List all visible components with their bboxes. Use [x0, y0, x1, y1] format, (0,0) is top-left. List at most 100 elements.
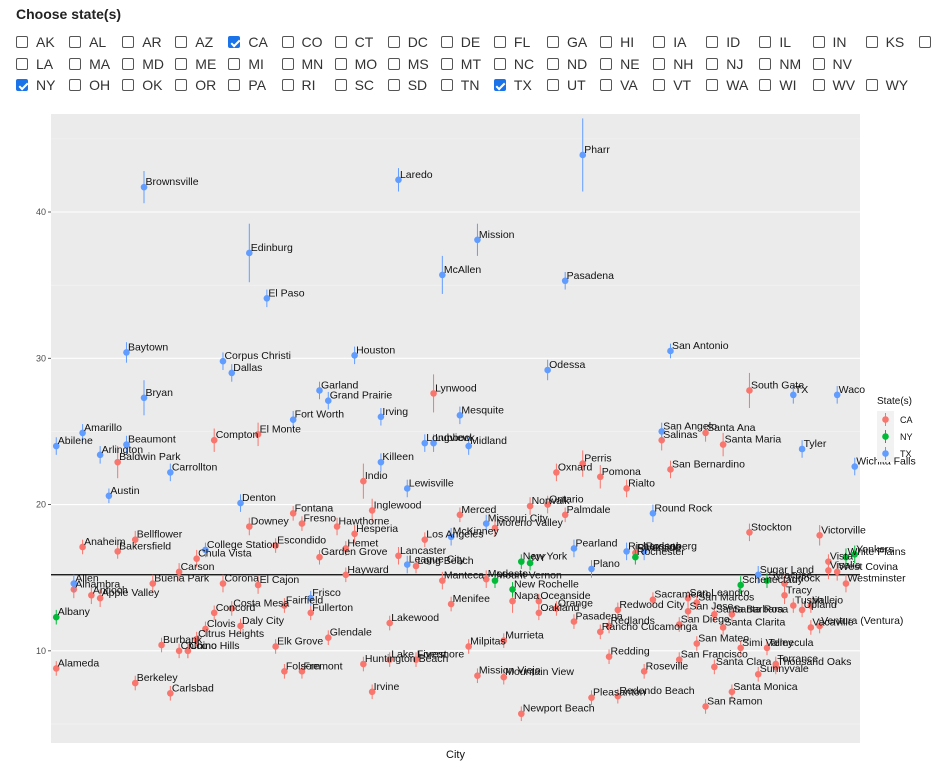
- state-option-wi[interactable]: WI: [759, 75, 797, 95]
- checkbox-la[interactable]: [16, 58, 28, 70]
- checkbox-ne[interactable]: [600, 58, 613, 70]
- state-option-dc[interactable]: DC: [387, 32, 428, 52]
- state-option-ma[interactable]: MA: [69, 54, 110, 74]
- state-option-co[interactable]: CO: [281, 32, 323, 52]
- state-option-ak[interactable]: AK: [16, 32, 55, 52]
- checkbox-mo[interactable]: [334, 58, 347, 70]
- state-option-ga[interactable]: GA: [547, 32, 587, 52]
- checkbox-ok[interactable]: [122, 79, 135, 91]
- checkbox-sc[interactable]: [334, 79, 347, 91]
- checkbox-de[interactable]: [440, 36, 453, 48]
- state-option-va[interactable]: VA: [600, 75, 638, 95]
- state-option-nv[interactable]: NV: [812, 54, 852, 74]
- checkbox-wa[interactable]: [706, 79, 719, 91]
- state-option-nd[interactable]: ND: [547, 54, 587, 74]
- state-option-me[interactable]: ME: [175, 54, 216, 74]
- state-option-ri[interactable]: RI: [281, 75, 316, 95]
- state-option-fl[interactable]: FL: [493, 32, 530, 52]
- checkbox-ca[interactable]: [228, 36, 241, 48]
- checkbox-mi[interactable]: [228, 58, 241, 70]
- checkbox-mn[interactable]: [281, 58, 294, 70]
- checkbox-dc[interactable]: [387, 36, 400, 48]
- state-option-ia[interactable]: IA: [653, 32, 686, 52]
- state-option-ca[interactable]: CA: [228, 32, 268, 52]
- state-option-pa[interactable]: PA: [228, 75, 266, 95]
- state-option-ok[interactable]: OK: [122, 75, 162, 95]
- checkbox-ms[interactable]: [387, 58, 400, 70]
- state-option-ne[interactable]: NE: [600, 54, 640, 74]
- checkbox-vt[interactable]: [653, 79, 666, 91]
- checkbox-in[interactable]: [812, 36, 825, 48]
- state-option-mi[interactable]: MI: [228, 54, 264, 74]
- state-option-de[interactable]: DE: [440, 32, 480, 52]
- checkbox-nv[interactable]: [812, 58, 825, 70]
- checkbox-nj[interactable]: [706, 58, 719, 70]
- checkbox-hi[interactable]: [600, 36, 613, 48]
- state-option-ms[interactable]: MS: [387, 54, 429, 74]
- state-option-wy[interactable]: WY: [865, 75, 908, 95]
- state-option-az[interactable]: AZ: [175, 32, 213, 52]
- state-option-or[interactable]: OR: [175, 75, 216, 95]
- checkbox-nh[interactable]: [653, 58, 666, 70]
- state-option-nm[interactable]: NM: [759, 54, 801, 74]
- checkbox-wi[interactable]: [759, 79, 772, 91]
- state-option-sd[interactable]: SD: [387, 75, 427, 95]
- state-option-ut[interactable]: UT: [547, 75, 586, 95]
- checkbox-fl[interactable]: [493, 36, 506, 48]
- state-option-ct[interactable]: CT: [334, 32, 373, 52]
- checkbox-ny[interactable]: [16, 79, 28, 91]
- state-option-hi[interactable]: HI: [600, 32, 634, 52]
- state-option-in[interactable]: IN: [812, 32, 847, 52]
- checkbox-ar[interactable]: [122, 36, 135, 48]
- state-option-la[interactable]: LA: [16, 54, 53, 74]
- state-option-ky[interactable]: KY: [918, 32, 934, 52]
- checkbox-me[interactable]: [175, 58, 188, 70]
- checkbox-va[interactable]: [600, 79, 613, 91]
- checkbox-tx[interactable]: [493, 79, 506, 91]
- checkbox-oh[interactable]: [69, 79, 82, 91]
- checkbox-ks[interactable]: [865, 36, 878, 48]
- state-option-vt[interactable]: VT: [653, 75, 691, 95]
- state-option-nj[interactable]: NJ: [706, 54, 743, 74]
- checkbox-wy[interactable]: [865, 79, 878, 91]
- checkbox-co[interactable]: [281, 36, 294, 48]
- checkbox-al[interactable]: [69, 36, 82, 48]
- state-option-oh[interactable]: OH: [69, 75, 110, 95]
- state-option-ar[interactable]: AR: [122, 32, 162, 52]
- state-option-mt[interactable]: MT: [440, 54, 481, 74]
- state-option-md[interactable]: MD: [122, 54, 164, 74]
- checkbox-md[interactable]: [122, 58, 135, 70]
- checkbox-or[interactable]: [175, 79, 188, 91]
- checkbox-ga[interactable]: [547, 36, 559, 48]
- checkbox-wv[interactable]: [812, 79, 825, 91]
- checkbox-nc[interactable]: [493, 58, 506, 70]
- checkbox-id[interactable]: [706, 36, 719, 48]
- checkbox-ct[interactable]: [334, 36, 347, 48]
- checkbox-ut[interactable]: [547, 79, 559, 91]
- state-option-mn[interactable]: MN: [281, 54, 323, 74]
- checkbox-pa[interactable]: [228, 79, 241, 91]
- state-option-id[interactable]: ID: [706, 32, 740, 52]
- state-option-ny[interactable]: NY: [16, 75, 55, 95]
- checkbox-ia[interactable]: [653, 36, 666, 48]
- state-option-ks[interactable]: KS: [865, 32, 904, 52]
- checkbox-az[interactable]: [175, 36, 188, 48]
- state-option-tn[interactable]: TN: [440, 75, 479, 95]
- state-option-sc[interactable]: SC: [334, 75, 374, 95]
- checkbox-tn[interactable]: [440, 79, 453, 91]
- state-option-wv[interactable]: WV: [812, 75, 855, 95]
- state-option-il[interactable]: IL: [759, 32, 791, 52]
- checkbox-sd[interactable]: [387, 79, 400, 91]
- checkbox-ak[interactable]: [16, 36, 28, 48]
- checkbox-il[interactable]: [759, 36, 772, 48]
- checkbox-ky[interactable]: [918, 36, 931, 48]
- checkbox-nm[interactable]: [759, 58, 772, 70]
- state-option-nc[interactable]: NC: [493, 54, 534, 74]
- checkbox-ma[interactable]: [69, 58, 82, 70]
- checkbox-mt[interactable]: [440, 58, 453, 70]
- state-option-nh[interactable]: NH: [653, 54, 693, 74]
- state-option-mo[interactable]: MO: [334, 54, 377, 74]
- state-option-al[interactable]: AL: [69, 32, 106, 52]
- state-option-wa[interactable]: WA: [706, 75, 748, 95]
- state-option-tx[interactable]: TX: [493, 75, 532, 95]
